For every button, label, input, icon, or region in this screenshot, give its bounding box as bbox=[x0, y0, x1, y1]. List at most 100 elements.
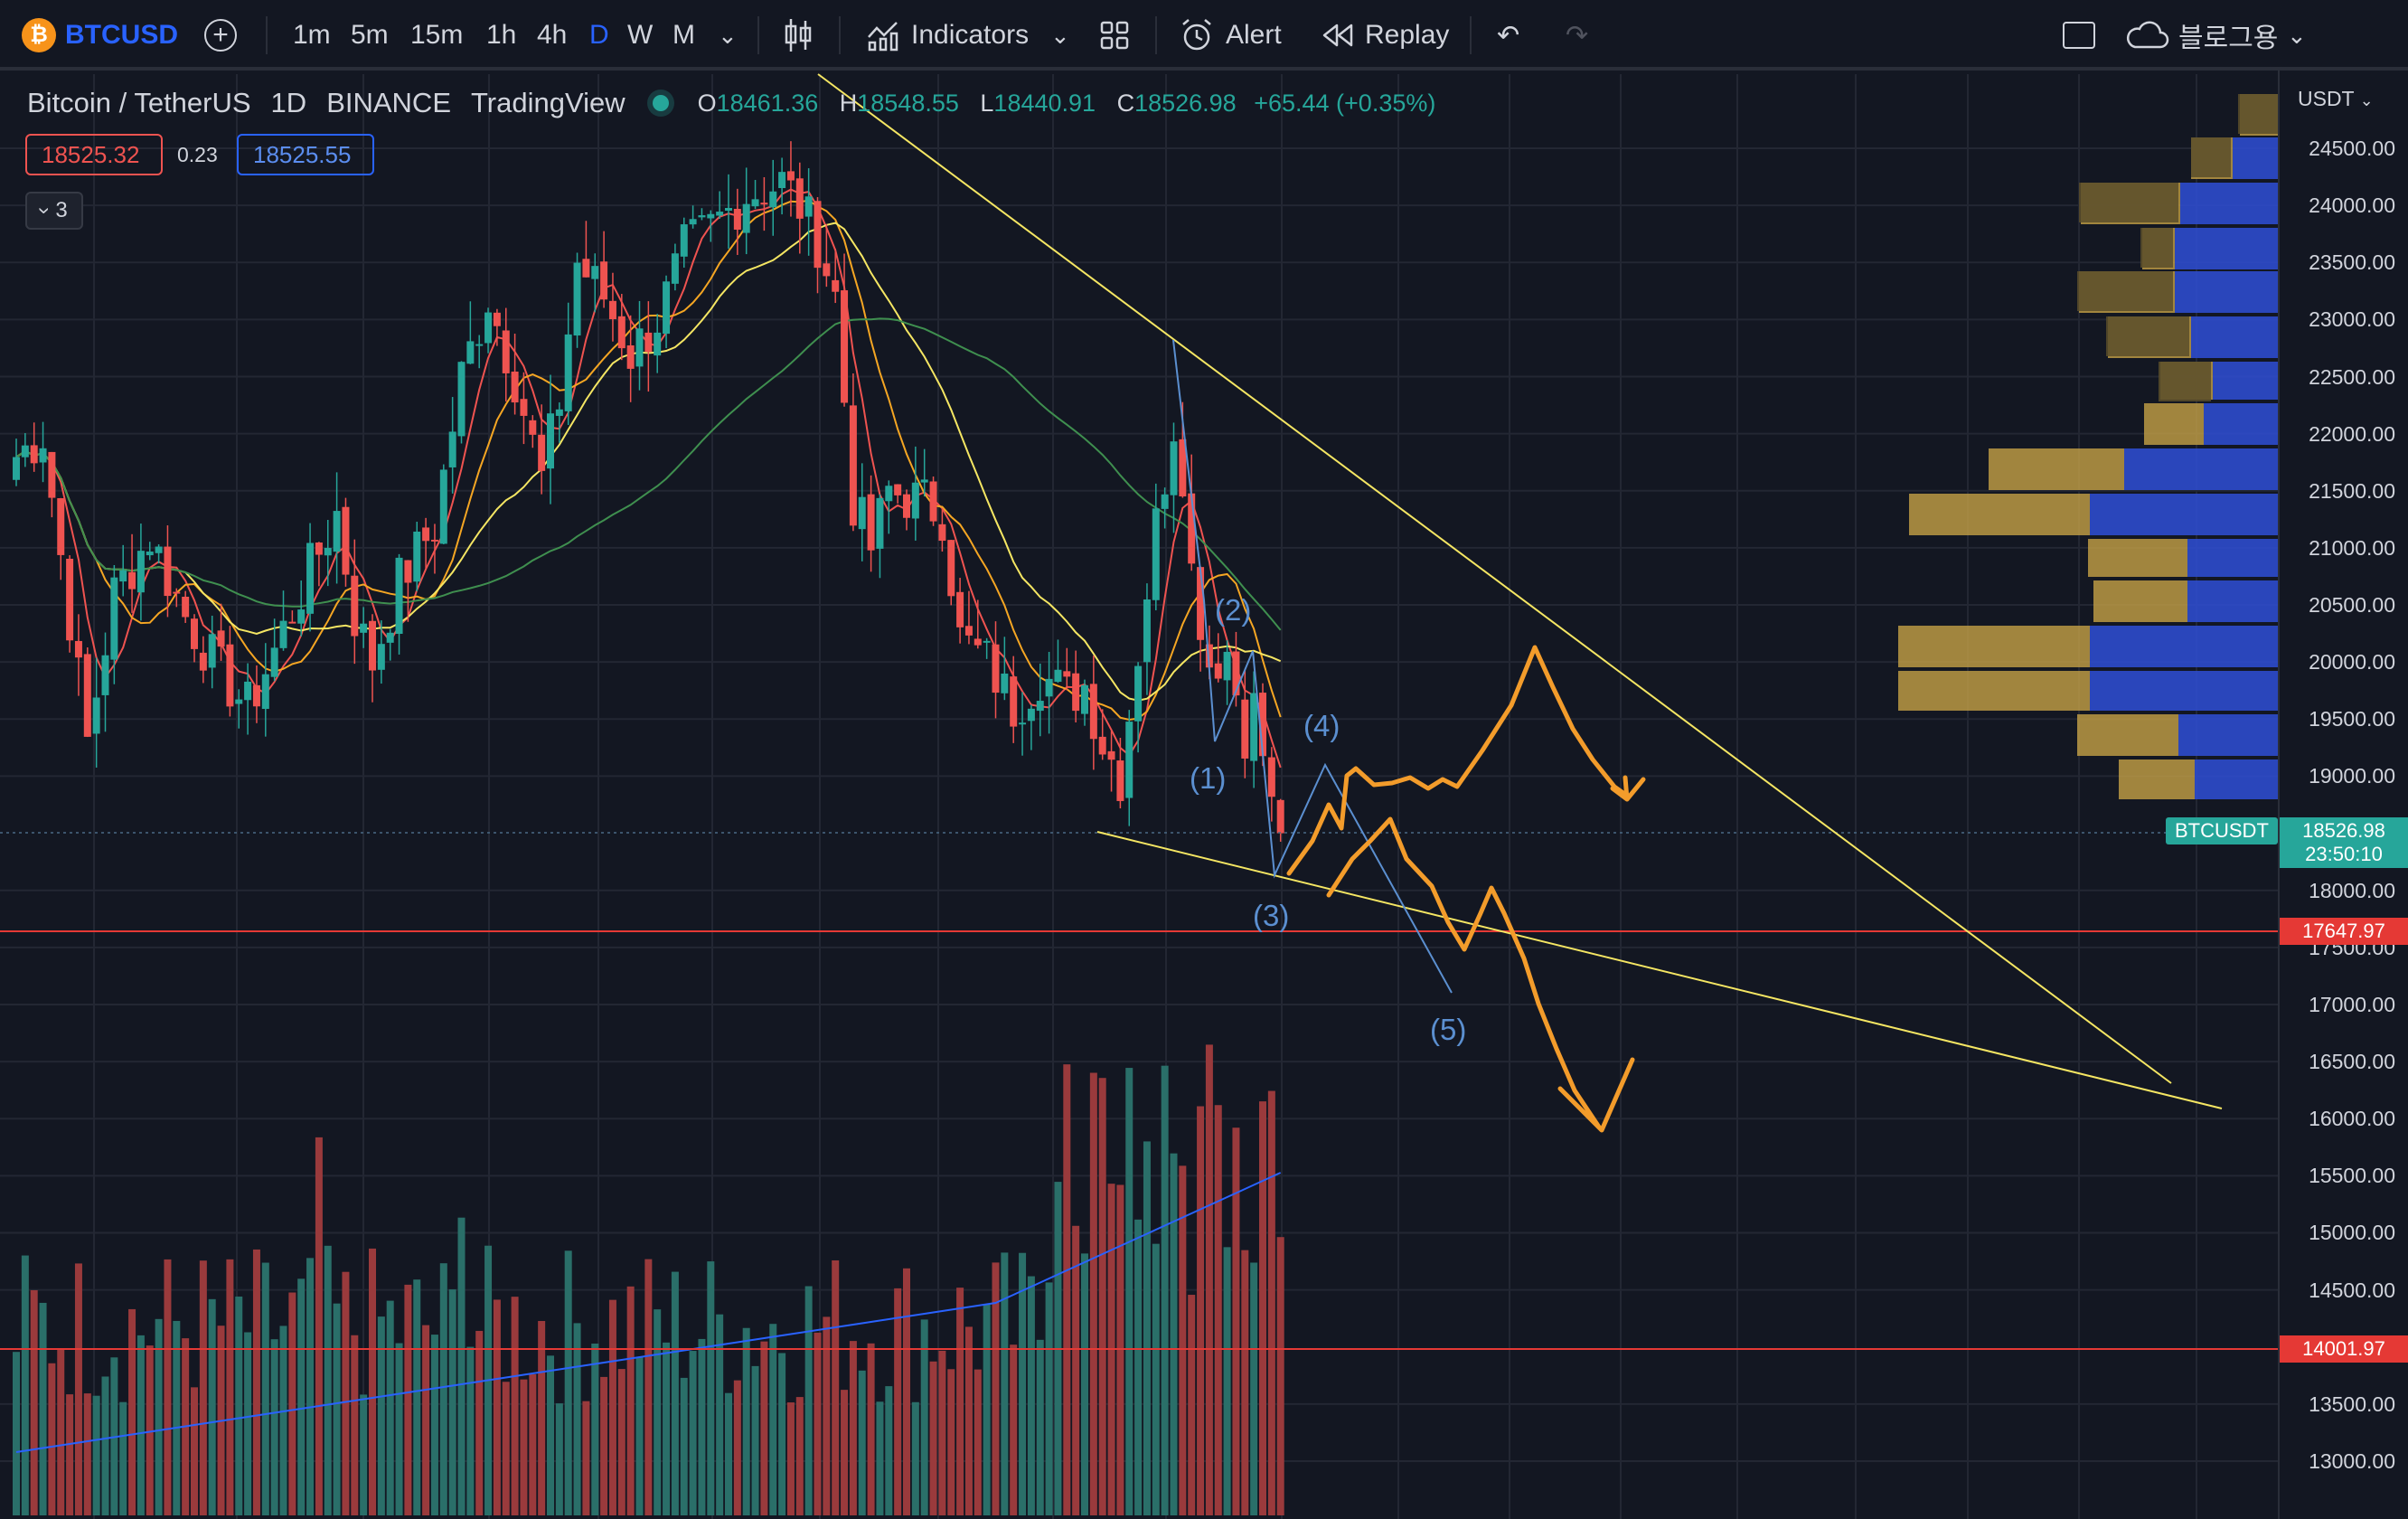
candle-body bbox=[1188, 493, 1196, 564]
interval-m[interactable]: M bbox=[673, 20, 695, 50]
volume-bar bbox=[903, 1268, 910, 1515]
volume-bar bbox=[725, 1392, 732, 1515]
volume-bar bbox=[422, 1325, 430, 1515]
support-line-price-tag: 17647.97 bbox=[2280, 918, 2408, 945]
chart-pane[interactable] bbox=[0, 71, 2278, 1519]
replay-button[interactable]: Replay bbox=[1322, 0, 1449, 71]
symbol-search[interactable]: ₿ BTCUSD bbox=[22, 0, 178, 71]
indicators-collapse-button[interactable]: › 3 bbox=[25, 192, 83, 230]
chart-legend: Bitcoin / TetherUS 1D BINANCE TradingVie… bbox=[27, 87, 1435, 119]
volume-bar bbox=[208, 1298, 216, 1515]
candle-body bbox=[769, 191, 777, 208]
volume-bar bbox=[867, 1343, 875, 1515]
chart-canvas[interactable] bbox=[0, 71, 2278, 1519]
cloud-dropdown-chevron-icon[interactable]: ⌄ bbox=[2287, 21, 2307, 49]
currency-chevron-icon: ⌄ bbox=[2359, 91, 2374, 109]
legend-title[interactable]: Bitcoin / TetherUS bbox=[27, 87, 251, 118]
fullscreen-button[interactable] bbox=[2063, 0, 2095, 71]
candle-body bbox=[760, 203, 768, 205]
alert-button[interactable]: Alert bbox=[1179, 0, 1282, 71]
candle-body bbox=[457, 362, 466, 437]
candle-body bbox=[742, 203, 750, 233]
interval-w[interactable]: W bbox=[627, 20, 654, 50]
volume-bar bbox=[929, 1361, 937, 1515]
volume-bar bbox=[1089, 1072, 1097, 1515]
volume-bar bbox=[538, 1321, 546, 1515]
candlestick-icon bbox=[785, 19, 812, 52]
interval-1m[interactable]: 1m bbox=[293, 20, 331, 50]
candle-body bbox=[1072, 673, 1080, 712]
legend-ohlc: O18461.36 H18548.55 L18440.91 C18526.98 … bbox=[698, 90, 1436, 118]
legend-interval: 1D bbox=[270, 87, 307, 118]
volume-bar bbox=[1205, 1044, 1213, 1515]
volume-profile-buy-bar bbox=[1898, 626, 2090, 667]
volume-bar bbox=[1019, 1252, 1027, 1515]
volume-bar bbox=[1241, 1250, 1249, 1515]
volume-moving-average-line bbox=[15, 1172, 1282, 1453]
price-scale[interactable]: USDT ⌄ 24500.00 24000.00 23500.00 23000.00 2… bbox=[2278, 71, 2408, 1519]
candle-body bbox=[903, 494, 910, 518]
candle-body bbox=[1081, 684, 1088, 714]
volume-bar bbox=[814, 1332, 822, 1515]
indicators-button[interactable]: Indicators bbox=[866, 0, 1029, 71]
redo-button[interactable]: ↷ bbox=[1566, 20, 1589, 51]
open-value: 18461.36 bbox=[716, 89, 819, 117]
volume-bar bbox=[778, 1353, 786, 1515]
volume-bar bbox=[716, 1314, 724, 1515]
volume-bar bbox=[1010, 1344, 1018, 1515]
buy-price-button[interactable]: 18525.55 bbox=[237, 134, 374, 175]
volume-bar bbox=[74, 1263, 82, 1515]
candle-body bbox=[39, 448, 47, 463]
toolbar-divider bbox=[757, 16, 759, 54]
volume-bar bbox=[83, 1393, 91, 1515]
interval-15m[interactable]: 15m bbox=[410, 20, 464, 50]
candle-body bbox=[885, 486, 893, 502]
volume-bar bbox=[226, 1259, 234, 1515]
cloud-save-button[interactable]: 블로그용 bbox=[2124, 0, 2278, 71]
volume-bar bbox=[663, 1342, 671, 1515]
volume-bar bbox=[395, 1343, 403, 1515]
close-value: 18526.98 bbox=[1134, 89, 1237, 117]
candle-body bbox=[66, 558, 74, 641]
interval-d-active[interactable]: D bbox=[589, 20, 609, 50]
candle-body bbox=[689, 219, 697, 225]
candle-body bbox=[582, 259, 590, 278]
volume-bar bbox=[1250, 1262, 1258, 1515]
undo-button[interactable]: ↶ bbox=[1497, 20, 1520, 51]
interval-5m[interactable]: 5m bbox=[351, 20, 389, 50]
volume-bar bbox=[235, 1296, 243, 1515]
volume-bar bbox=[617, 1369, 626, 1515]
volume-bar bbox=[1098, 1078, 1106, 1515]
intervals-dropdown-chevron-icon[interactable]: ⌄ bbox=[718, 21, 738, 49]
volume-profile-buy-bar bbox=[2144, 403, 2204, 445]
candle-style-button[interactable] bbox=[783, 0, 814, 71]
volume-bar bbox=[1232, 1127, 1240, 1515]
currency-label: USDT bbox=[2298, 87, 2355, 110]
change-value: +65.44 (+0.35%) bbox=[1254, 89, 1436, 117]
candle-body bbox=[199, 652, 207, 671]
volume-bars bbox=[13, 1044, 1284, 1515]
candle-body bbox=[21, 445, 29, 458]
interval-4h[interactable]: 4h bbox=[537, 20, 568, 50]
wave-label-2: (2) bbox=[1215, 593, 1252, 627]
candle-body bbox=[422, 527, 430, 542]
candle-body bbox=[164, 546, 172, 597]
volume-bar bbox=[48, 1363, 56, 1515]
candle-body bbox=[1107, 750, 1115, 760]
indicators-dropdown-chevron-icon[interactable]: ⌄ bbox=[1050, 21, 1070, 49]
candle-body bbox=[974, 638, 982, 646]
volume-bar bbox=[858, 1370, 866, 1515]
sell-price-button[interactable]: 18525.32 bbox=[25, 134, 163, 175]
volume-profile-sell-bar bbox=[2187, 580, 2278, 622]
candle-body bbox=[555, 409, 563, 416]
compare-symbol-button[interactable]: + bbox=[204, 0, 237, 71]
price-scale-label: 21000.00 bbox=[2309, 535, 2395, 560]
currency-selector[interactable]: USDT ⌄ bbox=[2298, 87, 2374, 111]
candle-body bbox=[538, 434, 546, 471]
candle-body bbox=[733, 208, 741, 231]
interval-1h[interactable]: 1h bbox=[486, 20, 517, 50]
volume-bar bbox=[608, 1299, 616, 1515]
volume-bar bbox=[457, 1217, 466, 1515]
candle-body bbox=[404, 560, 412, 583]
layouts-button[interactable] bbox=[1099, 0, 1130, 71]
